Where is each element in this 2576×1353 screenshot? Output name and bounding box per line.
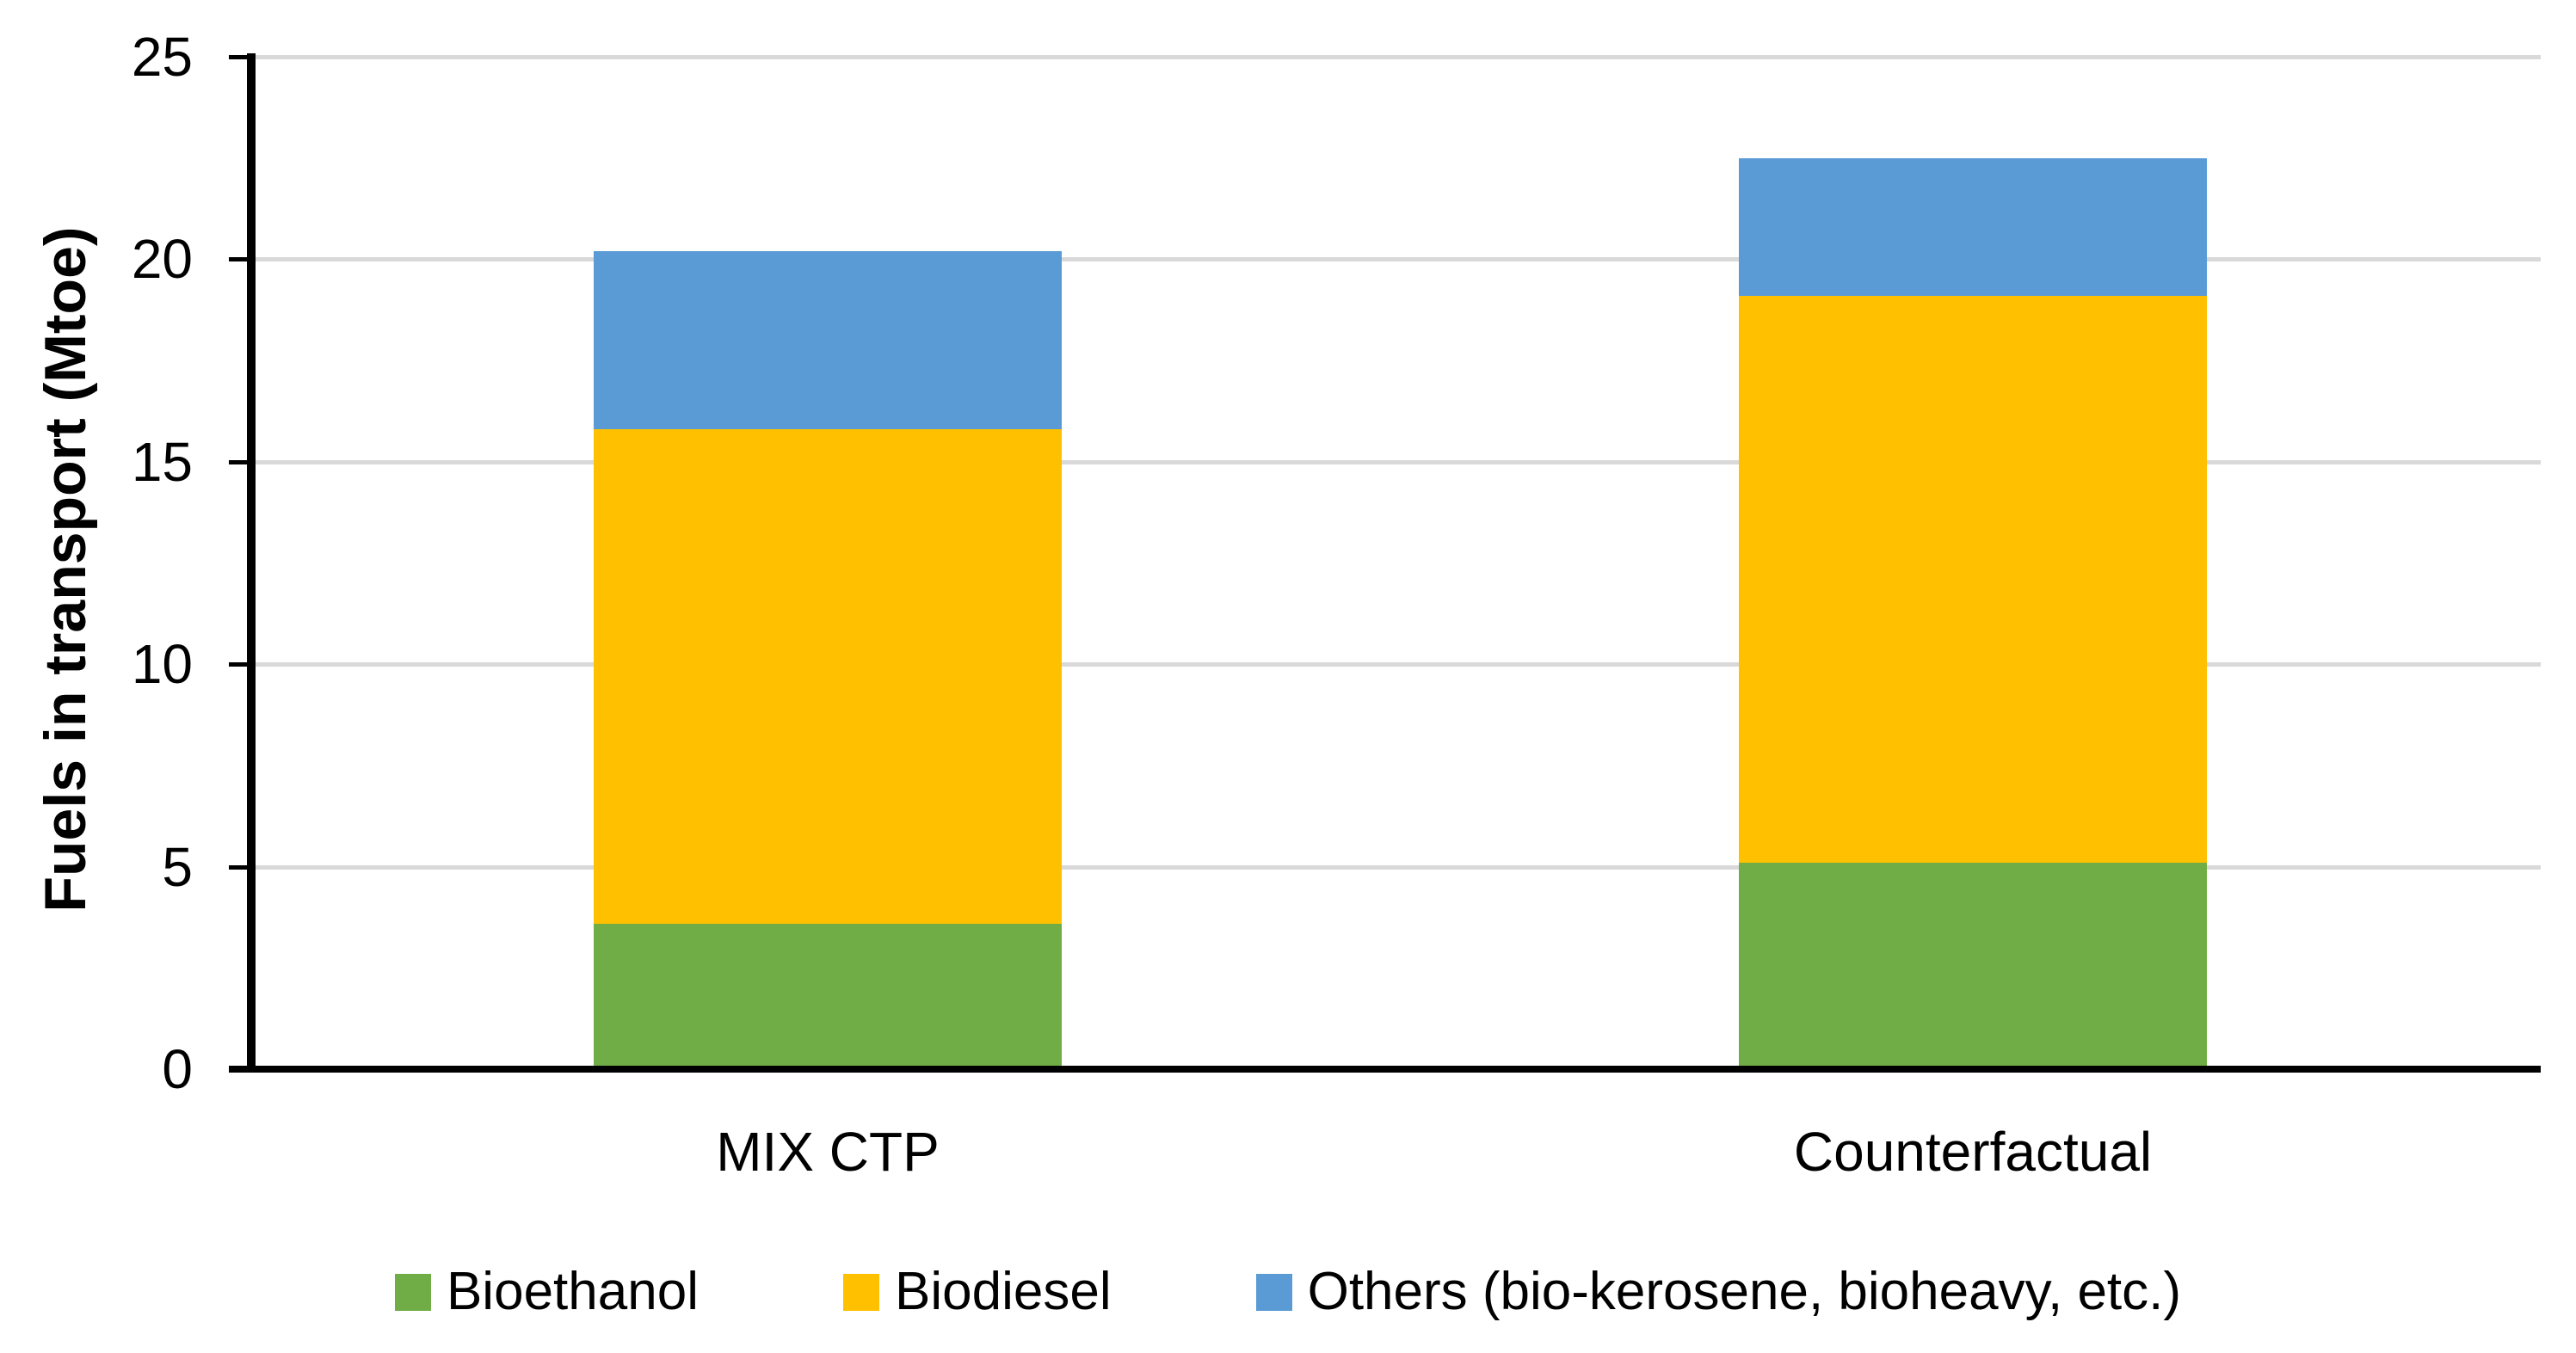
legend-item-biodiesel: Biodiesel: [842, 1258, 1112, 1326]
x-axis-line: [229, 1066, 2541, 1073]
y-axis-line: [247, 53, 256, 1073]
legend-label-bioethanol: Bioethanol: [446, 1262, 699, 1321]
legend-swatch-others: [1255, 1273, 1292, 1311]
bar-counterfactual-others: [1739, 158, 2207, 296]
y-tick-label-20: 20: [131, 228, 193, 290]
legend-item-others: Others (bio-kerosene, bioheavy, etc.): [1255, 1258, 2182, 1326]
gridline-15: [256, 460, 2541, 464]
gridline-5: [256, 865, 2541, 870]
y-tick-label-0: 0: [162, 1038, 193, 1100]
y-tick-20: [229, 257, 247, 261]
legend-item-bioethanol: Bioethanol: [394, 1258, 699, 1326]
bar-counterfactual-bioethanol: [1739, 863, 2207, 1069]
gridline-25: [256, 55, 2541, 59]
bar-mix-ctp-biodiesel: [594, 429, 1062, 924]
legend-label-others: Others (bio-kerosene, bioheavy, etc.): [1307, 1262, 2182, 1321]
legend-swatch-biodiesel: [842, 1273, 879, 1311]
bar-mix-ctp-bioethanol: [594, 924, 1062, 1069]
y-tick-label-10: 10: [131, 633, 193, 695]
y-tick-10: [229, 662, 247, 667]
x-category-label-2: Counterfactual: [1793, 1121, 2153, 1183]
x-category-label-1: MIX CTP: [716, 1121, 940, 1183]
y-tick-25: [229, 55, 247, 59]
gridline-20: [256, 257, 2541, 261]
gridline-10: [256, 662, 2541, 667]
y-tick-15: [229, 460, 247, 464]
y-tick-label-25: 25: [131, 26, 193, 88]
y-tick-label-15: 15: [131, 431, 193, 493]
bar-counterfactual-biodiesel: [1739, 296, 2207, 863]
y-tick-label-5: 5: [162, 836, 193, 898]
legend-label-biodiesel: Biodiesel: [894, 1262, 1112, 1321]
bar-mix-ctp-others: [594, 251, 1062, 429]
legend: Bioethanol Biodiesel Others (bio-kerosene,…: [0, 1258, 2576, 1326]
legend-swatch-bioethanol: [394, 1273, 431, 1311]
y-axis-title: Fuels in transport (Mtoe): [33, 226, 98, 913]
y-tick-5: [229, 865, 247, 870]
